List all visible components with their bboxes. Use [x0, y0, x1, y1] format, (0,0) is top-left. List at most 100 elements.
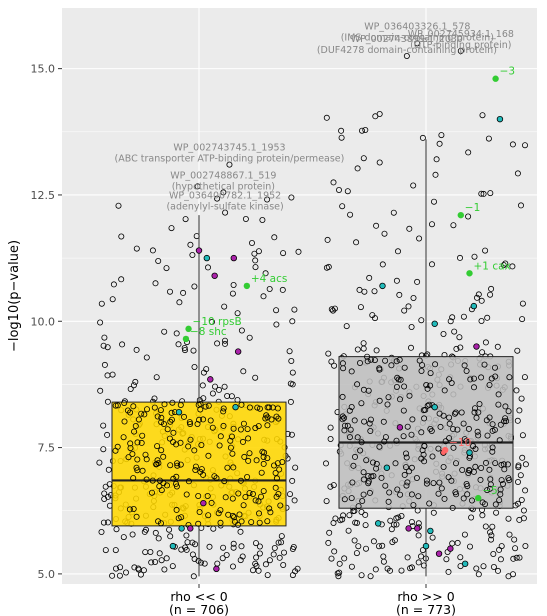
data-point — [351, 453, 358, 460]
data-point — [125, 454, 132, 461]
data-point — [121, 418, 128, 425]
data-point — [515, 500, 522, 507]
data-point — [516, 407, 523, 414]
data-point — [105, 519, 112, 526]
data-point — [452, 489, 459, 496]
data-point — [117, 564, 124, 571]
data-point — [252, 560, 259, 567]
data-point — [191, 283, 198, 290]
data-point — [183, 532, 190, 539]
data-point — [289, 381, 296, 388]
data-point — [252, 374, 259, 381]
data-point — [404, 554, 411, 561]
data-point — [102, 483, 109, 490]
data-point — [416, 235, 423, 242]
data-point — [417, 553, 424, 560]
data-point — [112, 547, 119, 554]
data-point — [154, 443, 161, 450]
data-point — [110, 281, 117, 288]
gene-desc-label: (IMS domain-containing protein) — [341, 32, 494, 43]
data-point — [354, 381, 361, 388]
data-point — [440, 330, 447, 337]
data-point — [436, 479, 443, 486]
data-point — [229, 563, 236, 570]
data-point — [96, 459, 103, 466]
data-point — [358, 400, 365, 407]
data-point — [522, 543, 529, 550]
data-point — [456, 254, 463, 261]
data-point — [163, 482, 170, 489]
data-point — [392, 460, 399, 467]
data-point — [237, 557, 244, 564]
data-point — [363, 457, 370, 464]
data-point — [252, 264, 259, 271]
data-point — [465, 149, 472, 156]
data-point — [380, 418, 387, 425]
data-point — [234, 521, 241, 528]
data-point — [273, 307, 280, 314]
data-point — [408, 564, 415, 571]
data-point — [238, 543, 245, 550]
data-point — [341, 427, 348, 434]
data-point — [428, 427, 435, 434]
data-point — [327, 435, 334, 442]
data-point — [393, 515, 400, 522]
data-point — [240, 420, 247, 427]
annotated-point — [220, 189, 227, 196]
data-point — [419, 362, 426, 369]
data-point — [463, 437, 470, 444]
data-point — [519, 432, 526, 439]
data-point — [113, 565, 120, 572]
colored-point — [175, 409, 183, 416]
data-point — [339, 393, 346, 400]
data-point — [360, 345, 367, 352]
highlighted-point — [182, 335, 190, 343]
data-point — [198, 441, 205, 448]
data-point — [270, 551, 277, 558]
data-point — [376, 443, 383, 450]
data-point — [376, 159, 383, 166]
data-point — [403, 454, 410, 461]
data-point — [447, 318, 454, 325]
data-point — [354, 346, 361, 353]
data-point — [280, 549, 287, 556]
highlighted-point — [243, 282, 251, 290]
data-point — [421, 458, 428, 465]
y-tick-label: 12.5 — [31, 189, 56, 202]
data-point — [230, 464, 237, 471]
data-point — [161, 401, 168, 408]
data-point — [173, 506, 180, 513]
data-point — [255, 498, 262, 505]
data-point — [209, 424, 216, 431]
data-point — [502, 415, 509, 422]
data-point — [480, 563, 487, 570]
data-point — [204, 492, 211, 499]
data-point — [148, 559, 155, 566]
data-point — [133, 245, 140, 252]
data-point — [440, 463, 447, 470]
data-point — [346, 407, 353, 414]
data-point — [415, 559, 422, 566]
data-point — [430, 509, 437, 516]
data-point — [485, 135, 492, 142]
colored-point — [473, 343, 480, 350]
data-point — [461, 531, 468, 538]
data-point — [198, 466, 205, 473]
data-point — [252, 257, 259, 264]
data-point — [119, 341, 126, 348]
colored-point — [169, 542, 177, 550]
data-point — [373, 222, 380, 229]
data-point — [465, 425, 472, 432]
data-point — [185, 478, 192, 485]
data-point — [474, 428, 481, 435]
point-labels: −8 shc−10 rpsB +4 acs −3 −1 +1 cax −5 −10 WP_03… — [115, 21, 516, 497]
data-point — [522, 487, 529, 494]
data-point — [192, 463, 199, 470]
data-point — [229, 290, 236, 297]
data-point — [177, 461, 184, 468]
data-point — [380, 558, 387, 565]
data-point — [371, 357, 378, 364]
data-point — [460, 495, 467, 502]
data-point — [435, 445, 442, 452]
x-category-label: rho >> 0 — [397, 589, 454, 604]
